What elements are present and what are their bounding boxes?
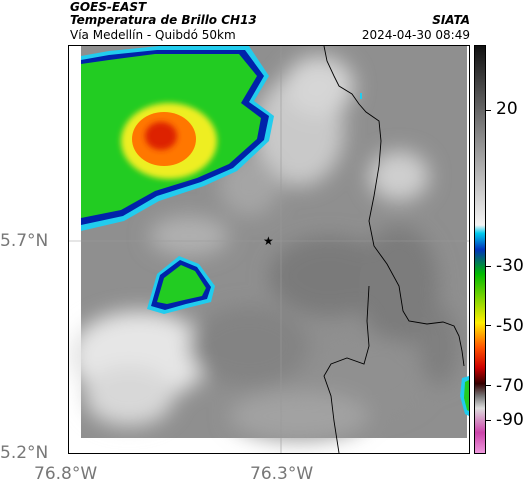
colorbar-label: -90 xyxy=(496,410,524,430)
colorbar-label: -70 xyxy=(496,376,524,396)
lat-tick-label: 5.7°N xyxy=(0,231,49,251)
river-line xyxy=(323,285,370,453)
colorbar-tick-mark xyxy=(486,325,491,326)
route-label: Vía Medellín - Quibdó 50km xyxy=(70,28,236,42)
temperature-colorbar xyxy=(474,45,486,454)
border-line xyxy=(323,46,465,367)
colorbar-label: -50 xyxy=(496,316,524,336)
star-icon: ★ xyxy=(263,234,274,248)
convective-cloud-northwest xyxy=(81,46,274,231)
convective-cloud-southeast xyxy=(460,376,469,416)
colorbar-tick-mark xyxy=(486,266,491,267)
cloud-texture xyxy=(69,56,459,441)
satellite-map: ★ xyxy=(68,45,470,454)
colorbar-tick-mark xyxy=(486,420,491,421)
satellite-image: ★ xyxy=(69,46,469,453)
product-title: GOES-EAST xyxy=(70,0,147,14)
lon-tick-label: 76.8°W xyxy=(34,464,98,484)
lon-tick-label: 76.3°W xyxy=(250,464,314,484)
colorbar-label: -30 xyxy=(496,256,524,276)
organization-label: SIATA xyxy=(432,13,470,27)
product-subtitle: Temperatura de Brillo CH13 xyxy=(70,13,257,27)
colorbar-tick-mark xyxy=(486,385,491,386)
cloud-spot-northeast xyxy=(360,93,362,99)
timestamp-label: 2024-04-30 08:49 xyxy=(361,28,470,42)
colorbar-label: 20 xyxy=(496,99,518,119)
colorbar-tick-mark xyxy=(486,110,491,111)
convective-cloud-small xyxy=(147,256,215,314)
lat-tick-label: 5.2°N xyxy=(0,443,49,463)
